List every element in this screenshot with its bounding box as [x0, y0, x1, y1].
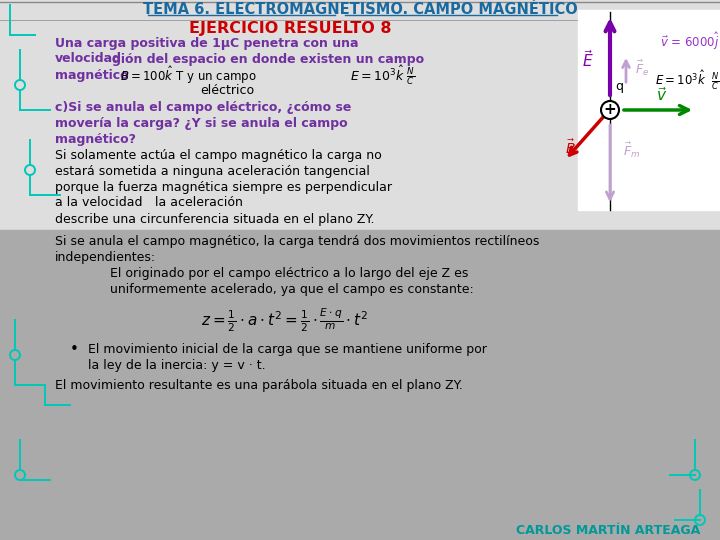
Text: El movimiento inicial de la carga que se mantiene uniforme por: El movimiento inicial de la carga que se… [88, 343, 487, 356]
Text: $\vec{B}$: $\vec{B}$ [564, 139, 575, 157]
Text: estará sometida a ninguna aceleración tangencial: estará sometida a ninguna aceleración ta… [55, 165, 370, 178]
Text: a la velocidad: a la velocidad [55, 197, 143, 210]
Text: magnético: magnético [55, 69, 129, 82]
Text: Si se anula el campo magnético, la carga tendrá dos movimientos rectilíneos: Si se anula el campo magnético, la carga… [55, 235, 539, 248]
Text: movería la carga? ¿Y si se anula el campo: movería la carga? ¿Y si se anula el camp… [55, 117, 348, 130]
Text: $\vec{v}$: $\vec{v}$ [657, 86, 667, 104]
Text: $B = 100\hat{k}$ T y un campo: $B = 100\hat{k}$ T y un campo [120, 64, 257, 86]
Text: El movimiento resultante es una parábola situada en el plano ZY.: El movimiento resultante es una parábola… [55, 379, 463, 392]
Text: gión del espacio en donde existen un campo: gión del espacio en donde existen un cam… [112, 52, 424, 65]
Text: +: + [603, 103, 616, 118]
Bar [578, 10, 720, 210]
Text: q: q [615, 80, 623, 93]
Text: eléctrico: eléctrico [200, 84, 254, 98]
Text: $\vec{v}$ = 6000$\hat{j}$  $\frac{m}{s}$: $\vec{v}$ = 6000$\hat{j}$ $\frac{m}{s}$ [660, 31, 720, 53]
Text: velocidad: velocidad [55, 52, 122, 65]
Text: Una carga positiva de 1μC penetra con una: Una carga positiva de 1μC penetra con un… [55, 37, 359, 50]
Text: El originado por el campo eléctrico a lo largo del eje Z es: El originado por el campo eléctrico a lo… [110, 267, 469, 280]
Bar [0, 0, 720, 230]
Text: $E = 10^3\hat{k}\ \frac{N}{C}$: $E = 10^3\hat{k}\ \frac{N}{C}$ [350, 63, 415, 87]
Text: TEMA 6. ELECTROMAGNETISMO. CAMPO MAGNÉTICO: TEMA 6. ELECTROMAGNETISMO. CAMPO MAGNÉTI… [143, 3, 577, 17]
Text: $E = 10^3\hat{k}$  $\frac{N}{C}$: $E = 10^3\hat{k}$ $\frac{N}{C}$ [655, 68, 720, 92]
Circle shape [601, 101, 619, 119]
Text: CARLOS MARTÍN ARTEAGA: CARLOS MARTÍN ARTEAGA [516, 523, 700, 537]
Text: porque la fuerza magnética siempre es perpendicular: porque la fuerza magnética siempre es pe… [55, 180, 392, 193]
Text: $\vec{E}$: $\vec{E}$ [582, 50, 594, 71]
Text: magnético?: magnético? [55, 132, 136, 145]
Text: $\vec{F}_m$: $\vec{F}_m$ [624, 140, 641, 160]
Text: Si solamente actúa el campo magnético la carga no: Si solamente actúa el campo magnético la… [55, 148, 382, 161]
Text: c)Si se anula el campo eléctrico, ¿cómo se: c)Si se anula el campo eléctrico, ¿cómo … [55, 100, 351, 113]
Text: EJERCICIO RESUELTO 8: EJERCICIO RESUELTO 8 [189, 22, 391, 37]
Text: la aceleración: la aceleración [155, 197, 243, 210]
Text: describe una circunferencia situada en el plano ZY.: describe una circunferencia situada en e… [55, 213, 374, 226]
Text: independientes:: independientes: [55, 251, 156, 264]
Text: •: • [70, 342, 79, 357]
Text: la ley de la inercia: y = v · t.: la ley de la inercia: y = v · t. [88, 359, 266, 372]
Text: $z = \frac{1}{2} \cdot a \cdot t^2 = \frac{1}{2} \cdot \frac{E \cdot q}{m} \cdot: $z = \frac{1}{2} \cdot a \cdot t^2 = \fr… [201, 306, 369, 334]
Bar [0, 230, 720, 540]
Text: $\vec{F}_e$: $\vec{F}_e$ [635, 58, 649, 78]
Text: uniformemente acelerado, ya que el campo es constante:: uniformemente acelerado, ya que el campo… [110, 282, 474, 295]
